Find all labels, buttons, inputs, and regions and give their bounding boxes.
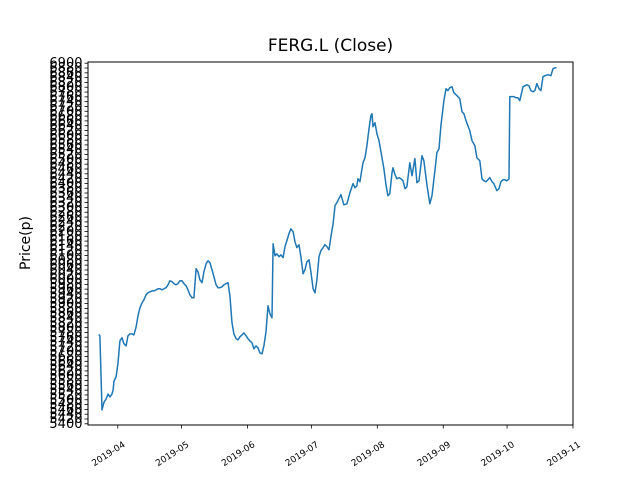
svg-text:5400: 5400	[49, 417, 82, 432]
svg-text:6520: 6520	[49, 148, 82, 163]
svg-text:6000: 6000	[49, 273, 82, 288]
svg-text:5980: 5980	[49, 277, 82, 292]
svg-text:5900: 5900	[49, 297, 82, 312]
svg-text:5560: 5560	[49, 378, 82, 393]
svg-text:6280: 6280	[49, 205, 82, 220]
svg-text:5520: 5520	[49, 388, 82, 403]
svg-text:6160: 6160	[49, 234, 82, 249]
svg-text:6720: 6720	[49, 99, 82, 114]
svg-text:6320: 6320	[49, 196, 82, 211]
svg-text:5740: 5740	[49, 335, 82, 350]
svg-text:5460: 5460	[49, 402, 82, 417]
svg-text:6700: 6700	[49, 104, 82, 119]
svg-text:5960: 5960	[49, 282, 82, 297]
svg-text:5820: 5820	[49, 316, 82, 331]
svg-text:6680: 6680	[49, 109, 82, 124]
svg-text:6560: 6560	[49, 138, 82, 153]
svg-text:5780: 5780	[49, 325, 82, 340]
svg-text:6820: 6820	[49, 75, 82, 90]
svg-text:6200: 6200	[49, 224, 82, 239]
svg-text:5420: 5420	[49, 412, 82, 427]
plot-border	[87, 61, 574, 426]
svg-text:5800: 5800	[49, 321, 82, 336]
svg-text:5540: 5540	[49, 383, 82, 398]
svg-text:5880: 5880	[49, 301, 82, 316]
svg-text:6380: 6380	[49, 181, 82, 196]
svg-text:5440: 5440	[49, 407, 82, 422]
svg-text:2019-10: 2019-10	[480, 440, 517, 469]
svg-text:6540: 6540	[49, 143, 82, 158]
svg-text:6580: 6580	[49, 133, 82, 148]
svg-text:5580: 5580	[49, 374, 82, 389]
svg-text:2019-08: 2019-08	[350, 440, 387, 469]
y-axis-label: Price(p)	[18, 216, 34, 270]
svg-text:5720: 5720	[49, 340, 82, 355]
svg-text:5620: 5620	[49, 364, 82, 379]
svg-text:5700: 5700	[49, 345, 82, 360]
svg-text:2019-05: 2019-05	[154, 440, 191, 469]
svg-text:6260: 6260	[49, 210, 82, 225]
svg-text:6060: 6060	[49, 258, 82, 273]
svg-text:2019-06: 2019-06	[220, 440, 257, 469]
svg-text:2019-11: 2019-11	[546, 440, 583, 469]
svg-text:5660: 5660	[49, 354, 82, 369]
svg-text:6500: 6500	[49, 152, 82, 167]
svg-text:5680: 5680	[49, 349, 82, 364]
svg-text:5860: 5860	[49, 306, 82, 321]
svg-text:5500: 5500	[49, 393, 82, 408]
svg-text:6620: 6620	[49, 124, 82, 139]
svg-text:6800: 6800	[49, 80, 82, 95]
svg-text:6760: 6760	[49, 90, 82, 105]
svg-text:6420: 6420	[49, 172, 82, 187]
chart-title: FERG.L (Close)	[267, 36, 394, 56]
svg-text:6100: 6100	[49, 249, 82, 264]
svg-text:6140: 6140	[49, 239, 82, 254]
svg-text:6900: 6900	[49, 56, 82, 71]
svg-text:6400: 6400	[49, 176, 82, 191]
svg-text:2019-04: 2019-04	[90, 440, 127, 469]
svg-text:6600: 6600	[49, 128, 82, 143]
svg-text:6860: 6860	[49, 66, 82, 81]
svg-text:6340: 6340	[49, 191, 82, 206]
svg-text:6300: 6300	[49, 200, 82, 215]
svg-text:5640: 5640	[49, 359, 82, 374]
svg-text:6460: 6460	[49, 162, 82, 177]
svg-text:6660: 6660	[49, 114, 82, 129]
svg-text:6360: 6360	[49, 186, 82, 201]
svg-text:5920: 5920	[49, 292, 82, 307]
svg-text:2019-09: 2019-09	[416, 440, 453, 469]
svg-text:6220: 6220	[49, 220, 82, 235]
price-line	[98, 67, 557, 411]
svg-text:6120: 6120	[49, 244, 82, 259]
svg-text:6440: 6440	[49, 167, 82, 182]
y-axis-ticks: 5400542054405460548055005520554055605580…	[49, 56, 88, 432]
svg-text:2019-07: 2019-07	[284, 440, 321, 469]
svg-text:6740: 6740	[49, 95, 82, 110]
svg-text:6240: 6240	[49, 215, 82, 230]
svg-text:6040: 6040	[49, 263, 82, 278]
svg-text:6480: 6480	[49, 157, 82, 172]
svg-text:5940: 5940	[49, 287, 82, 302]
svg-text:5760: 5760	[49, 330, 82, 345]
svg-text:6880: 6880	[49, 61, 82, 76]
svg-text:6180: 6180	[49, 229, 82, 244]
svg-text:5600: 5600	[49, 369, 82, 384]
svg-text:6780: 6780	[49, 85, 82, 100]
svg-text:6640: 6640	[49, 119, 82, 134]
x-axis-ticks: 2019-04 2019-05 2019-06 2019-07 2019-08 2019-…	[90, 425, 583, 469]
svg-text:5480: 5480	[49, 398, 82, 413]
svg-text:5840: 5840	[49, 311, 82, 326]
svg-text:6080: 6080	[49, 253, 82, 268]
svg-text:6840: 6840	[49, 71, 82, 86]
svg-text:6020: 6020	[49, 268, 82, 283]
